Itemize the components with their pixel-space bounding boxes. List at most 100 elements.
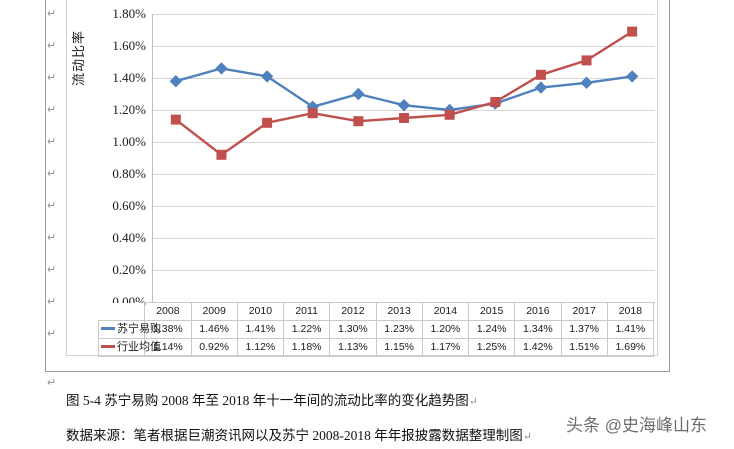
data-point-marker <box>581 55 592 66</box>
paragraph-mark-icon: ↵ <box>47 296 57 308</box>
paragraph-mark-icon: ↵ <box>47 8 57 20</box>
column-header-2013: 2013 <box>375 302 423 321</box>
table-cell: 1.69% <box>606 338 655 357</box>
y-axis-tick-label: 0.40% <box>112 230 146 245</box>
y-axis-tick-label: 1.40% <box>112 70 146 85</box>
data-point-marker <box>216 149 227 160</box>
legend-label: 苏宁易购 <box>117 323 161 335</box>
data-point-marker <box>535 69 546 80</box>
table-cell: 1.22% <box>282 320 331 339</box>
table-corner-cell <box>98 302 145 321</box>
table-row-header: 2008 2009 2010 2011 2012 2013 2014 2015 2016 2017… <box>98 302 655 321</box>
paragraph-mark-icon: ↵ <box>47 264 57 276</box>
table-cell: 1.41% <box>236 320 285 339</box>
data-point-marker <box>260 70 274 83</box>
table-cell: 1.14% <box>144 338 192 357</box>
gridline <box>153 238 655 239</box>
paragraph-marks-column: ↵ ↵ ↵ ↵ ↵ ↵ ↵ ↵ ↵ ↵ ↵ <box>47 0 65 372</box>
data-point-marker <box>170 114 181 125</box>
data-point-marker <box>353 116 364 127</box>
plot-area <box>152 14 655 303</box>
table-cell: 1.41% <box>606 320 655 339</box>
table-cell: 1.46% <box>190 320 238 339</box>
y-axis-tick-label: 0.20% <box>112 262 146 277</box>
paragraph-mark-icon: ↵ <box>47 232 57 244</box>
paragraph-mark-icon: ↵ <box>468 396 478 408</box>
legend-item-1[interactable]: 苏宁易购 <box>97 320 161 339</box>
page-border-bottom <box>45 371 670 372</box>
y-axis-tick-label: 0.80% <box>112 166 146 181</box>
data-point-marker <box>215 62 228 75</box>
legend-item-2[interactable]: 行业均值 <box>97 338 161 357</box>
data-point-marker <box>397 99 411 112</box>
page-border-right <box>669 0 670 372</box>
column-header-2014: 2014 <box>421 302 470 321</box>
column-header-2009: 2009 <box>190 302 238 321</box>
table-cell: 1.23% <box>375 320 423 339</box>
paragraph-mark-icon-2: ↵ <box>522 431 532 443</box>
paragraph-mark-icon: ↵ <box>47 168 57 180</box>
gridline <box>153 206 655 207</box>
figure-caption: 图 5-4 苏宁易购 2008 年至 2018 年十一年间的流动比率的变化趋势图… <box>66 389 478 409</box>
table-cell: 1.51% <box>560 338 608 357</box>
table-row: 行业均值 1.14% 0.92% 1.12% 1.18% 1.13% 1.15% 1.17% 1… <box>97 338 655 357</box>
table-cell: 1.17% <box>421 338 470 357</box>
table-cell: 0.92% <box>190 338 238 357</box>
data-point-marker <box>580 76 593 89</box>
legend-swatch-icon <box>101 326 115 330</box>
legend-swatch-icon <box>101 344 115 348</box>
series-line-2 <box>175 30 633 157</box>
paragraph-mark-icon: ↵ <box>47 40 57 52</box>
legend-label: 行业均值 <box>117 341 161 353</box>
column-header-2018: 2018 <box>606 302 655 321</box>
watermark: 头条 @史海峰山东 <box>566 416 707 435</box>
data-point-marker <box>352 87 365 101</box>
column-header-2011: 2011 <box>282 302 331 321</box>
data-point-marker <box>534 81 548 94</box>
table-cell: 1.37% <box>560 320 608 339</box>
table-cell: 1.18% <box>282 338 331 357</box>
table-cell: 1.15% <box>375 338 423 357</box>
table-cell: 1.20% <box>421 320 470 339</box>
source-note: 数据来源：笔者根据巨潮资讯网以及苏宁 2008-2018 年年报披露数据整理制图… <box>66 424 532 444</box>
gridline <box>153 142 655 143</box>
series-lines <box>169 26 639 160</box>
line-chart[interactable]: 流动比率 1.80% 1.60% 1.40% 1.20% 1.00% 0.80% 0.60%… <box>66 0 658 357</box>
y-axis-title: 流动比率 <box>71 29 86 86</box>
data-point-marker <box>307 108 318 119</box>
gridline <box>153 78 655 79</box>
y-axis-tick-label: 0.60% <box>112 198 146 213</box>
table-cell: 1.42% <box>514 338 562 357</box>
data-point-marker <box>262 117 273 128</box>
source-note-text: 数据来源：笔者根据巨潮资讯网以及苏宁 2008-2018 年年报披露数据整理制图 <box>66 428 523 443</box>
y-axis-tick-label: 1.60% <box>112 38 146 53</box>
data-point-marker <box>399 113 409 123</box>
column-header-2015: 2015 <box>467 302 516 321</box>
table-cell: 1.34% <box>514 320 562 339</box>
column-header-2008: 2008 <box>144 302 192 321</box>
data-point-marker <box>490 97 501 107</box>
paragraph-mark-icon: ↵ <box>47 136 57 148</box>
paragraph-mark-icon: ↵ <box>47 328 57 340</box>
table-row: 苏宁易购 1.38% 1.46% 1.41% 1.22% 1.30% 1.23% 1.20% 1… <box>97 320 655 339</box>
gridline <box>153 46 655 47</box>
page-border-left <box>45 0 46 372</box>
paragraph-mark-icon: ↵ <box>47 104 57 116</box>
data-point-marker <box>625 70 639 83</box>
column-header-2017: 2017 <box>560 302 608 321</box>
paragraph-mark-icon: ↵ <box>47 200 57 212</box>
data-point-marker <box>169 75 183 88</box>
table-cell: 1.12% <box>236 338 285 357</box>
gridline <box>153 174 655 175</box>
data-point-marker <box>444 109 455 120</box>
data-point-marker <box>627 26 638 37</box>
paragraph-mark-standalone: ↵ <box>47 377 57 389</box>
gridline <box>153 270 655 271</box>
figure-caption-text: 图 5-4 苏宁易购 2008 年至 2018 年十一年间的流动比率的变化趋势图 <box>66 393 469 408</box>
column-header-2012: 2012 <box>329 302 377 321</box>
table-cell: 1.30% <box>329 320 377 339</box>
paragraph-mark-icon: ↵ <box>47 72 57 84</box>
chart-data-table: 2008 2009 2010 2011 2012 2013 2014 2015 2016 2017… <box>97 302 655 357</box>
y-axis-tick-label: 1.20% <box>112 102 146 117</box>
